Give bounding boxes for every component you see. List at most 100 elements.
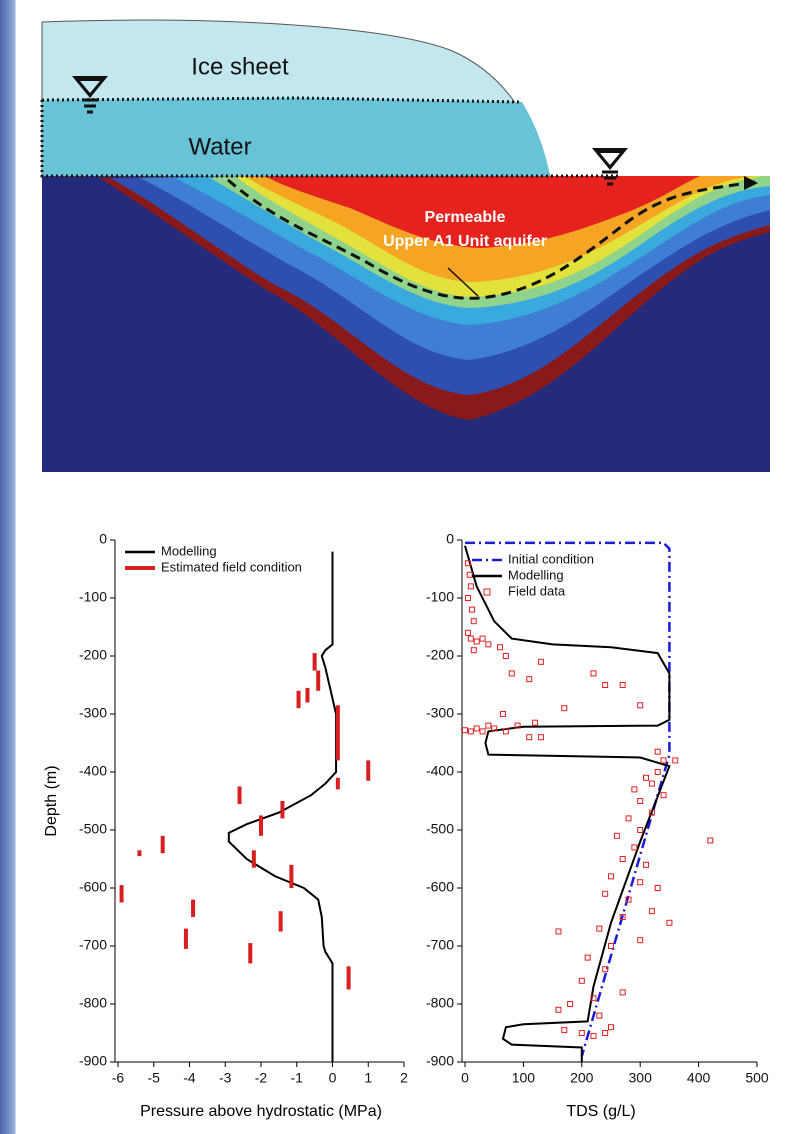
y-tick-label: -100	[426, 589, 454, 605]
line-series	[464, 545, 671, 1062]
field-point	[567, 1001, 574, 1007]
field-point	[596, 925, 603, 932]
legend-label: Modelling	[161, 543, 217, 558]
field-point	[625, 815, 632, 822]
x-tick-label: -6	[112, 1070, 125, 1086]
aquifer-red	[265, 176, 700, 248]
field-point	[491, 725, 498, 732]
field-point	[467, 728, 474, 735]
field-point	[532, 719, 539, 726]
field-point	[561, 1027, 568, 1034]
reference-line	[40, 100, 620, 178]
x-tick-label: -5	[148, 1070, 161, 1086]
field-point	[464, 595, 471, 601]
field-point	[485, 722, 492, 729]
label-ice-sheet: Ice sheet	[191, 53, 289, 80]
field-point	[619, 682, 626, 688]
water-level-symbol	[602, 170, 618, 186]
field-point	[537, 734, 544, 741]
field-point	[470, 618, 477, 625]
x-tick-label: 0	[329, 1070, 337, 1086]
field-point	[590, 670, 597, 677]
x-tick-label: -3	[219, 1070, 232, 1086]
field-point	[526, 676, 533, 683]
y-tick-label: -900	[79, 1053, 107, 1069]
y-tick-label: -700	[426, 937, 454, 953]
field-point	[561, 705, 568, 712]
field-point	[578, 1030, 585, 1036]
field-point	[596, 1012, 603, 1019]
field-point	[643, 774, 650, 781]
y-tick-label: -600	[426, 879, 454, 895]
label-water: Water	[188, 133, 251, 160]
y-tick-label: -900	[426, 1053, 454, 1069]
field-point	[625, 896, 632, 903]
water-level-symbol	[72, 76, 108, 98]
field-point	[637, 879, 644, 886]
y-tick-label: -800	[426, 995, 454, 1011]
label-pointer	[447, 267, 479, 297]
field-point	[637, 937, 644, 944]
field-point	[479, 728, 486, 735]
water-table-line	[41, 96, 523, 104]
field-point	[578, 977, 585, 984]
field-point	[648, 809, 655, 816]
flow-arrowhead	[744, 176, 758, 190]
x-tick-label: 0	[461, 1070, 469, 1086]
field-point	[648, 780, 655, 787]
field-point	[462, 727, 468, 734]
field-point	[602, 966, 609, 973]
field-point	[502, 653, 509, 659]
field-point	[473, 725, 480, 732]
y-tick-label: -400	[426, 763, 454, 779]
x-tick-label: 500	[745, 1070, 769, 1086]
field-point	[485, 641, 492, 648]
field-point	[473, 638, 480, 645]
field-point	[637, 798, 644, 804]
legend-label: Field data	[508, 583, 566, 598]
x-axis-label: TDS (g/L)	[566, 1103, 635, 1120]
field-point	[470, 647, 477, 654]
field-point	[508, 670, 515, 677]
y-tick-label: 0	[446, 531, 454, 547]
x-tick-label: 200	[570, 1070, 594, 1086]
field-point	[584, 954, 591, 961]
y-tick-label: -200	[426, 647, 454, 663]
field-point	[643, 861, 650, 868]
label-aquifer: Upper A1 Unit aquifer	[383, 233, 547, 250]
y-tick-label: -100	[79, 589, 107, 605]
x-tick-label: 400	[687, 1070, 711, 1086]
y-axis-label: Depth (m)	[43, 765, 60, 836]
field-point	[499, 711, 506, 717]
field-point	[608, 873, 614, 880]
field-point	[467, 583, 474, 590]
legend-label: Initial condition	[508, 551, 594, 566]
x-tick-label: 300	[629, 1070, 653, 1086]
x-axis-label: Pressure above hydrostatic (MPa)	[140, 1103, 382, 1120]
field-point	[590, 1032, 597, 1039]
x-tick-label: -4	[183, 1070, 196, 1086]
y-tick-label: -700	[79, 937, 107, 953]
field-point	[654, 885, 661, 891]
x-tick-label: -2	[255, 1070, 268, 1086]
field-point	[469, 606, 476, 613]
field-point	[466, 571, 473, 578]
x-tick-label: 100	[512, 1070, 536, 1086]
x-tick-label: 2	[400, 1070, 408, 1086]
field-point	[660, 757, 667, 764]
x-tick-label: 1	[364, 1070, 372, 1086]
field-point	[555, 1006, 562, 1013]
field-point	[602, 890, 609, 897]
y-tick-label: -600	[79, 879, 107, 895]
y-tick-label: -300	[426, 705, 454, 721]
line-series	[227, 551, 338, 1062]
field-point	[502, 728, 509, 735]
field-point	[497, 644, 504, 651]
field-point	[619, 914, 626, 920]
field-point	[666, 919, 673, 926]
field-point	[467, 635, 474, 642]
field-point	[637, 702, 644, 709]
water	[42, 98, 550, 176]
